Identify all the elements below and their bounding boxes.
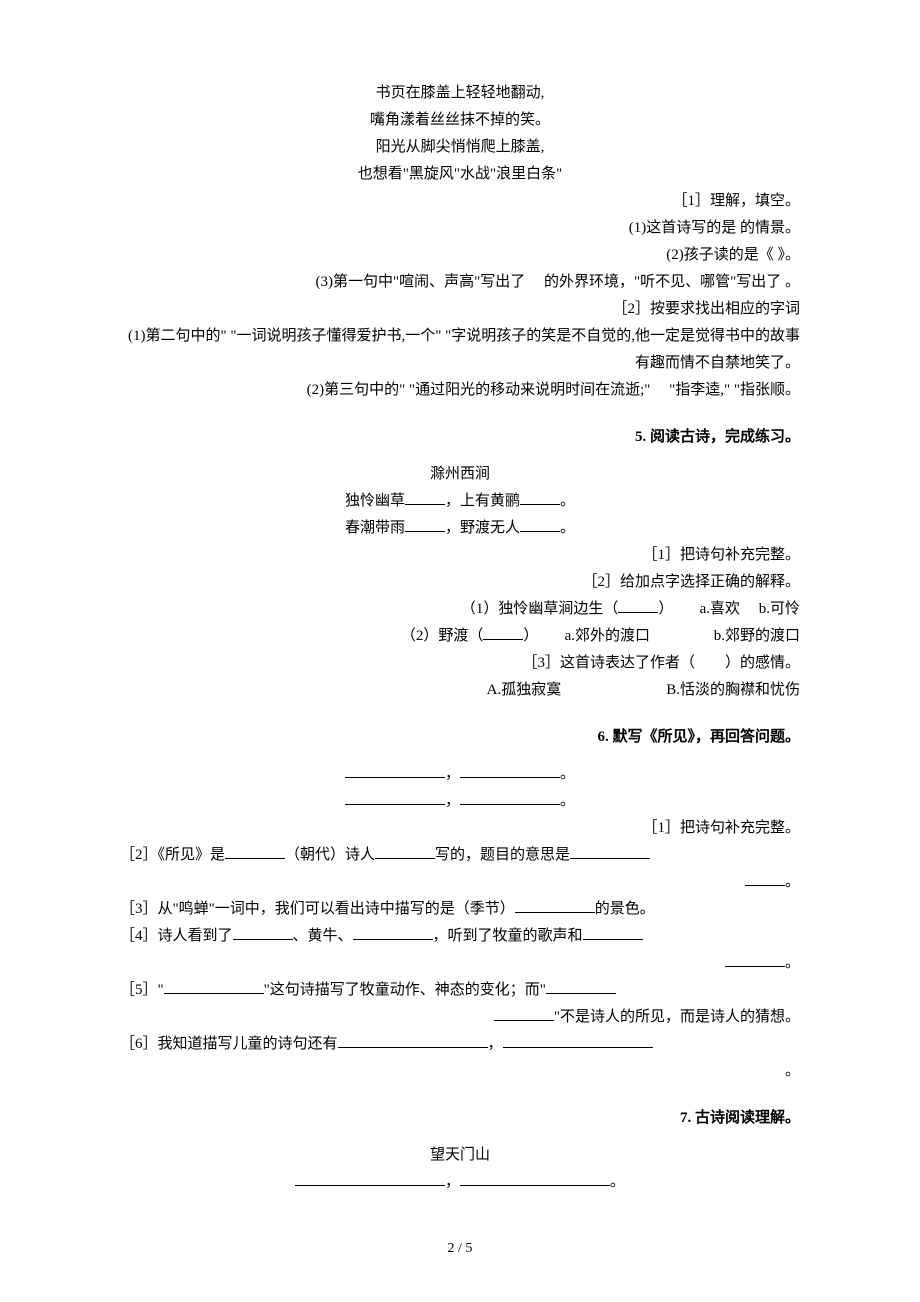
blank[interactable] xyxy=(546,978,616,994)
blank[interactable] xyxy=(225,843,285,859)
blank[interactable] xyxy=(405,516,445,532)
period: 。 xyxy=(785,874,800,890)
s5-l2b: ，野渡无人 xyxy=(445,520,520,536)
q2-sub2: (2)第三句中的" "通过阳光的移动来说明时间在流逝;" "指李逵," "指张顺… xyxy=(120,377,800,404)
comma: ， xyxy=(488,1036,503,1052)
blank[interactable] xyxy=(295,1170,445,1186)
s5-q3-opts: A.孤独寂寞 B.恬淡的胸襟和忧伤 xyxy=(120,677,800,704)
period: 。 xyxy=(785,1063,800,1079)
comma: ， xyxy=(445,766,460,782)
blank[interactable] xyxy=(515,897,595,913)
blank[interactable] xyxy=(345,762,445,778)
comma: ， xyxy=(445,793,460,809)
s5-q2-1-text: （1）独怜幽草涧边生（ xyxy=(461,601,619,617)
s6-blank-line2: ，。 xyxy=(120,788,800,815)
blank[interactable] xyxy=(164,978,264,994)
s5-q2-2: （2）野渡（ ） a.郊外的渡口 b.郊野的渡口 xyxy=(120,623,800,650)
q1-heading: ［1］理解，填空。 xyxy=(120,188,800,215)
s5-l1b: ，上有黄鹂 xyxy=(445,493,520,509)
s5-q2-2-opts: ） a.郊外的渡口 b.郊野的渡口 xyxy=(523,628,800,644)
s5-title: 滁州西涧 xyxy=(120,461,800,488)
blank[interactable] xyxy=(460,762,560,778)
section5-heading: 5. 阅读古诗，完成练习。 xyxy=(120,424,800,451)
blank[interactable] xyxy=(345,789,445,805)
s6-q3a: ［3］从"鸣蝉"一词中，我们可以看出诗中描写的是（季节） xyxy=(120,901,515,917)
blank[interactable] xyxy=(503,1032,653,1048)
page-number: 2 / 5 xyxy=(120,1236,800,1261)
period: 。 xyxy=(610,1174,625,1190)
poem-line-3: 阳光从脚尖悄悄爬上膝盖, xyxy=(120,134,800,161)
blank[interactable] xyxy=(494,1005,554,1021)
s6-q6a: ［6］我知道描写儿童的诗句还有 xyxy=(120,1036,338,1052)
s6-q2: ［2］《所见》是 （朝代）诗人 写的，题目的意思是 xyxy=(120,842,800,869)
s5-l1a: 独怜幽草 xyxy=(345,493,405,509)
s5-q3: ［3］这首诗表达了作者（ ）的感情。 xyxy=(120,650,800,677)
s5-q2-1-opts: ） a.喜欢 b.可怜 xyxy=(658,601,800,617)
blank[interactable] xyxy=(338,1032,488,1048)
s6-q5: ［5］" "这句诗描写了牧童动作、神态的变化；而" xyxy=(120,977,800,1004)
comma: ， xyxy=(445,1174,460,1190)
s5-q3-a: A.孤独寂寞 xyxy=(487,682,562,698)
s6-q4: ［4］诗人看到了 、黄牛、 ，听到了牧童的歌声和 xyxy=(120,923,800,950)
s6-q5-line2: "不是诗人的所见，而是诗人的猜想。 xyxy=(120,1004,800,1031)
period: 。 xyxy=(560,493,575,509)
poem-line-4: 也想看"黑旋风"水战"浪里白条" xyxy=(120,161,800,188)
s6-q4a: ［4］诗人看到了 xyxy=(120,928,233,944)
period: 。 xyxy=(785,955,800,971)
period: 。 xyxy=(560,520,575,536)
s6-q5c: "不是诗人的所见，而是诗人的猜想。 xyxy=(554,1009,800,1025)
s6-q2a: ［2］《所见》是 xyxy=(120,847,225,863)
s6-q1: ［1］把诗句补充完整。 xyxy=(120,815,800,842)
s5-q3-b: B.恬淡的胸襟和忧伤 xyxy=(666,682,800,698)
s7-title: 望天门山 xyxy=(120,1142,800,1169)
s6-q4b: 、黄牛、 xyxy=(293,928,353,944)
s6-q3: ［3］从"鸣蝉"一词中，我们可以看出诗中描写的是（季节） 的景色。 xyxy=(120,896,800,923)
blank[interactable] xyxy=(520,516,560,532)
blank[interactable] xyxy=(725,951,785,967)
blank[interactable] xyxy=(460,1170,610,1186)
blank[interactable] xyxy=(570,843,650,859)
s5-q2: ［2］给加点字选择正确的解释。 xyxy=(120,569,800,596)
s6-q4-end: 。 xyxy=(120,950,800,977)
poem-line-1: 书页在膝盖上轻轻地翻动, xyxy=(120,80,800,107)
blank[interactable] xyxy=(483,624,523,640)
s6-q6-end: 。 xyxy=(120,1058,800,1085)
s5-q2-1: （1）独怜幽草涧边生（ ） a.喜欢 b.可怜 xyxy=(120,596,800,623)
q2-heading: ［2］按要求找出相应的字词 xyxy=(120,296,800,323)
blank[interactable] xyxy=(375,843,435,859)
section6-heading: 6. 默写《所见》，再回答问题。 xyxy=(120,724,800,751)
s6-q5b: "这句诗描写了牧童动作、神态的变化；而" xyxy=(264,982,546,998)
s5-q1: ［1］把诗句补充完整。 xyxy=(120,542,800,569)
s6-q5a: ［5］" xyxy=(120,982,164,998)
s5-l2a: 春潮带雨 xyxy=(345,520,405,536)
blank[interactable] xyxy=(583,924,643,940)
q1-sub1: (1)这首诗写的是 的情景。 xyxy=(120,215,800,242)
s6-q2-end: 。 xyxy=(120,869,800,896)
blank[interactable] xyxy=(233,924,293,940)
s6-q4c: ，听到了牧童的歌声和 xyxy=(433,928,583,944)
s6-q2b: （朝代）诗人 xyxy=(285,847,375,863)
q1-sub3: (3)第一句中"喧闹、声高"写出了 的外界环境，"听不见、哪管"写出了 。 xyxy=(120,269,800,296)
s5-poem-line2: 春潮带雨 ，野渡无人 。 xyxy=(120,515,800,542)
period: 。 xyxy=(560,793,575,809)
blank[interactable] xyxy=(745,870,785,886)
s7-blank-line: ，。 xyxy=(120,1169,800,1196)
blank[interactable] xyxy=(460,789,560,805)
s6-blank-line1: ，。 xyxy=(120,761,800,788)
s5-q2-2-text: （2）野渡（ xyxy=(401,628,484,644)
s6-q2c: 写的，题目的意思是 xyxy=(435,847,570,863)
q2-sub1: (1)第二句中的" "一词说明孩子懂得爱护书,一个" "字说明孩子的笑是不自觉的… xyxy=(120,323,800,377)
s6-q6: ［6］我知道描写儿童的诗句还有 ， xyxy=(120,1031,800,1058)
s6-q3b: 的景色。 xyxy=(595,901,655,917)
poem-line-2: 嘴角漾着丝丝抹不掉的笑。 xyxy=(120,107,800,134)
s5-poem-line1: 独怜幽草 ，上有黄鹂 。 xyxy=(120,488,800,515)
blank[interactable] xyxy=(520,489,560,505)
section7-heading: 7. 古诗阅读理解。 xyxy=(120,1105,800,1132)
blank[interactable] xyxy=(618,597,658,613)
blank[interactable] xyxy=(353,924,433,940)
period: 。 xyxy=(560,766,575,782)
q1-sub2: (2)孩子读的是《 》。 xyxy=(120,242,800,269)
blank[interactable] xyxy=(405,489,445,505)
